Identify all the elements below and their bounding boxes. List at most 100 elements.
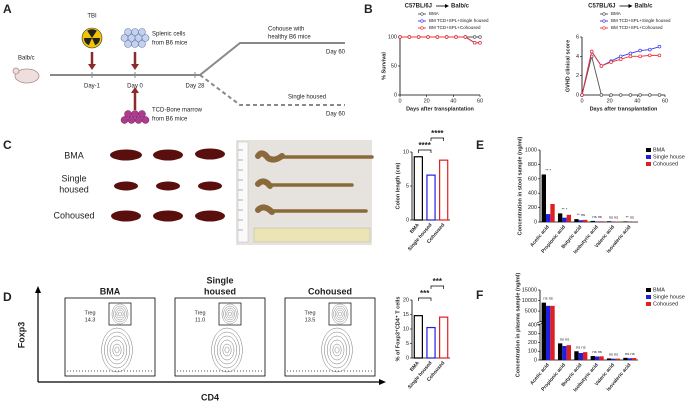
flow-y-label: Foxp3 xyxy=(16,322,26,349)
point xyxy=(648,93,652,97)
panel-label: D xyxy=(3,290,12,304)
legend-label: Single housed xyxy=(653,294,685,300)
gate-name: Treg xyxy=(84,310,95,316)
legend-label: Cohoused xyxy=(653,301,678,307)
bar xyxy=(578,353,584,360)
contour xyxy=(112,343,122,357)
point xyxy=(599,64,604,68)
arrow-head xyxy=(88,64,96,70)
legend-swatch xyxy=(646,148,651,152)
chart-title: C57BL/6J xyxy=(405,4,432,10)
contour xyxy=(111,303,129,325)
y-tick-label: 20 xyxy=(403,297,409,303)
splenic-text: from B6 mice xyxy=(152,41,188,47)
bar xyxy=(583,352,588,360)
legend-label: BM TCD+SPL+Single housed xyxy=(611,18,671,23)
bar xyxy=(550,204,555,222)
day-label: Day 28 xyxy=(185,84,205,90)
point xyxy=(426,35,430,39)
point xyxy=(472,41,477,45)
contour xyxy=(109,339,125,361)
significance-label: ** ns xyxy=(577,212,585,217)
contour xyxy=(224,346,230,354)
panel-label: F xyxy=(476,288,483,302)
chart-title: C57BL/6J xyxy=(588,4,615,10)
significance-label: ns ns xyxy=(576,344,586,349)
gate-value: 13.5 xyxy=(305,317,316,323)
flow-title: Cohoused xyxy=(308,286,352,296)
legend-label: Single housed xyxy=(653,154,685,160)
significance-label: *** xyxy=(420,289,430,298)
significance-label: ns ns xyxy=(592,349,602,354)
y-tick-label: 0 xyxy=(576,92,579,98)
point xyxy=(454,35,458,39)
day-label: Day-1 xyxy=(84,84,101,90)
x-tick-label: 0 xyxy=(580,98,583,104)
mouse-ear xyxy=(12,67,20,75)
contour xyxy=(226,309,234,319)
x-tick-label: 0 xyxy=(398,98,401,104)
point xyxy=(618,57,623,61)
flow-title: BMA xyxy=(100,286,121,296)
contour xyxy=(211,327,243,373)
marrow-text: TCD-Bone marrow xyxy=(152,108,203,114)
flow-box xyxy=(284,297,376,377)
gate-name: Treg xyxy=(304,310,315,316)
flow-x-label: CD4 xyxy=(201,392,219,402)
contour xyxy=(335,307,346,321)
x-tick-label: 60 xyxy=(477,98,483,104)
point xyxy=(444,35,449,39)
significance-bracket xyxy=(430,285,445,289)
y-axis-label: GVHD clinical score xyxy=(565,40,571,92)
y-tick-label: 6 xyxy=(576,34,579,40)
y-tick-label: 5 xyxy=(406,341,409,347)
panel-label: C xyxy=(3,138,12,152)
cohouse-text: healthy B6 mice xyxy=(268,35,311,41)
contour xyxy=(333,305,347,323)
marrow-cells-icon xyxy=(120,110,150,124)
y-tick-label: 4 xyxy=(576,54,579,60)
bar xyxy=(426,326,436,359)
contour xyxy=(114,307,125,321)
series-line xyxy=(581,56,660,96)
legend-label: BMA xyxy=(653,147,665,153)
bar xyxy=(545,305,551,360)
legend-label: BM TCD+SPL+Cohoused xyxy=(611,25,663,30)
panel-c-photos: C BMA Single housed Cohoused xyxy=(3,138,374,245)
y-axis-label: Colon length (cm) xyxy=(395,162,401,209)
bar xyxy=(606,358,612,360)
x-axis-label: Days after transplantation xyxy=(590,106,658,112)
chart-title: Balb/c xyxy=(451,4,470,10)
significance-label: ** * xyxy=(545,168,551,173)
legend-swatch xyxy=(646,295,651,299)
point xyxy=(398,35,402,39)
contour xyxy=(327,335,348,365)
y-tick-label: 10 xyxy=(403,326,409,332)
bar xyxy=(627,358,633,360)
contour xyxy=(113,305,127,323)
bar xyxy=(583,219,588,222)
point xyxy=(589,49,594,54)
marrow-text: from B6 mice xyxy=(152,117,188,123)
axis-line xyxy=(539,290,638,361)
x-tick-label: 20 xyxy=(424,98,430,104)
x-tick-label: 40 xyxy=(634,98,640,104)
point xyxy=(580,93,584,97)
bar xyxy=(594,356,600,360)
point xyxy=(618,93,623,97)
contour xyxy=(216,335,237,365)
point xyxy=(628,93,633,97)
point xyxy=(628,54,633,59)
splenic-cells-icon xyxy=(120,28,150,48)
axis-line xyxy=(539,150,638,223)
colons xyxy=(255,150,374,215)
y-tick-label: 10 xyxy=(403,149,409,155)
contour xyxy=(118,311,122,317)
y-axis-label: % Survival xyxy=(381,52,387,80)
x-tick-label: 60 xyxy=(662,98,668,104)
y-tick-label: 0 xyxy=(394,92,397,98)
bar xyxy=(426,174,436,221)
y-tick-label: 100 xyxy=(388,34,397,40)
